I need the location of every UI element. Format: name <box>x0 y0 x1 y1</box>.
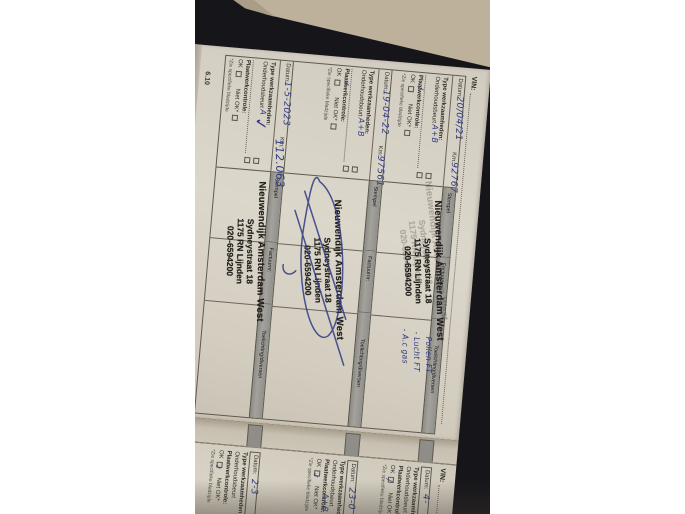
ok-label: OK <box>217 449 224 459</box>
rotated-paper-group: VIN: Datum: Km: 20/04/21 92767 <box>195 43 490 514</box>
datum-label: Datum: <box>283 63 291 83</box>
niet-ok-label: Niet OK* <box>331 97 340 121</box>
service-entries-table: Datum: Km: 20/04/21 92767 Stempel Factuu… <box>195 54 467 435</box>
checkbox-icon <box>235 70 242 77</box>
handwritten-date: 20/04/21 <box>452 96 465 141</box>
stempel-box <box>278 173 369 252</box>
km-label: Km: <box>449 151 457 163</box>
checkbox-icon <box>330 123 337 130</box>
toelichting-box <box>263 307 357 426</box>
factuurnr-box <box>371 252 437 321</box>
ok-label: OK <box>314 458 322 468</box>
vin-label: VIN: <box>469 76 478 91</box>
checkbox-icon <box>425 172 432 180</box>
checkbox-icon <box>244 156 251 164</box>
photo-bottom-shadow <box>195 480 490 514</box>
document-photo: VIN: Datum: Km: 20/04/21 92767 <box>195 0 490 514</box>
km-label: Km: <box>277 136 285 148</box>
ok-label: OK <box>236 58 243 68</box>
checkbox-icon <box>403 129 411 137</box>
checkbox-icon <box>216 461 223 468</box>
ok-label: OK <box>334 67 342 77</box>
checkbox-icon <box>313 469 321 477</box>
niet-ok-label: Niet OK* <box>232 88 241 113</box>
fields-cell: Type werkzaamheden: Onderhoudsbeurt Plaa… <box>382 70 453 188</box>
checkbox-icon <box>351 166 359 173</box>
checkbox-icon <box>231 114 239 122</box>
factuurnr-box <box>272 244 363 315</box>
checkbox-icon <box>334 79 341 86</box>
toelichting-box <box>195 301 259 417</box>
datum-label: Datum: <box>250 454 259 475</box>
fields-cell: Type werkzaamheden: Onderhoudsbeurt Plaa… <box>284 61 379 181</box>
factuurnr-box <box>204 238 265 306</box>
fields-cell: Type werkzaamheden: Onderhoudsbeurt Plaa… <box>216 55 281 173</box>
checkbox-icon <box>407 85 415 93</box>
checkbox-icon <box>252 157 260 165</box>
checkbox-icon <box>416 171 424 179</box>
stempel-box <box>210 167 271 243</box>
datum-label: Datum: <box>455 78 464 98</box>
toelichting-box <box>361 315 431 432</box>
ok-label: OK <box>388 464 396 474</box>
km-label: Km: <box>376 145 383 157</box>
niet-ok-label: Niet OK* <box>404 103 413 128</box>
datum-label: Datum: <box>381 71 390 92</box>
service-booklet-page: VIN: Datum: Km: 20/04/21 92767 <box>195 43 490 441</box>
ok-label: OK <box>408 73 416 84</box>
stempel-box <box>376 181 443 258</box>
page-number: 6.10 <box>202 70 211 86</box>
checkbox-icon <box>343 165 350 173</box>
